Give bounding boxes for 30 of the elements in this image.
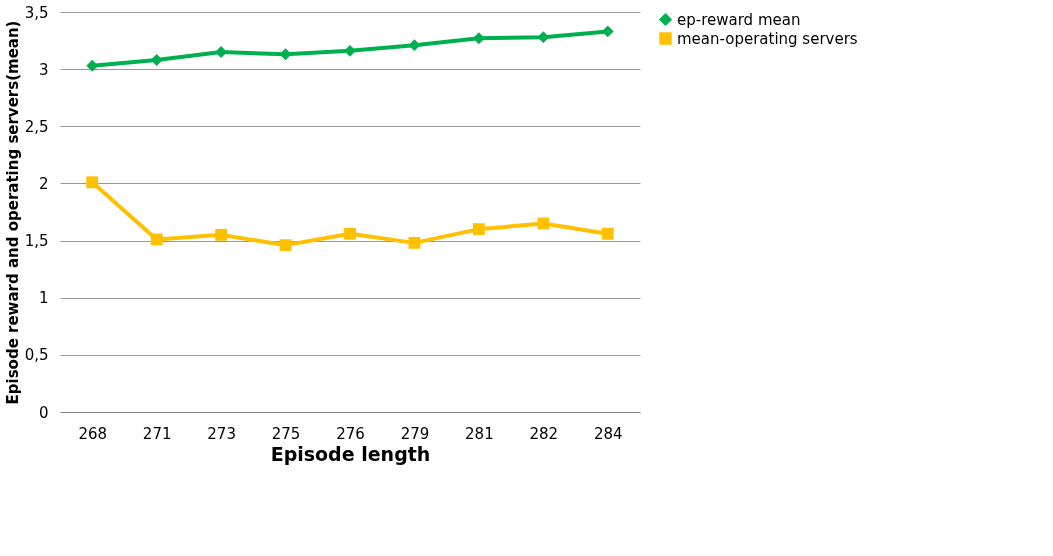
point [408,236,421,249]
legend-label: mean-operating servers [677,29,858,48]
point [408,39,421,52]
y-tick-label: 2 [38,174,49,193]
point [279,239,292,252]
x-tick-label: 284 [593,424,623,443]
y-axis-title: Episode reward and operating servers(mean) [3,20,22,405]
point [601,227,614,240]
y-tick-label: 0 [38,403,49,422]
x-tick-label: 282 [529,424,559,443]
x-tick-label: 276 [336,424,365,443]
y-tick-label: 3 [38,60,49,79]
x-tick-label: 281 [465,424,494,443]
x-tick-label: 268 [78,424,108,443]
x-axis-title: Episode length [270,442,431,465]
x-tick-label: 275 [271,424,301,443]
point [472,223,485,236]
point [215,228,228,241]
legend-label: ep-reward mean [677,10,801,29]
y-tick-label: 1,5 [24,232,49,251]
y-tick-label: 0,5 [24,346,49,365]
point [344,227,356,240]
point [86,176,99,189]
x-tick-label: 271 [142,424,172,443]
x-tick-label: 273 [207,424,236,443]
x-tick-label: 279 [400,424,430,443]
y-tick-label: 3,5 [24,3,49,22]
point [537,31,550,44]
y-tick-label: 2,5 [24,117,49,136]
y-tick-label: 1 [38,289,49,308]
